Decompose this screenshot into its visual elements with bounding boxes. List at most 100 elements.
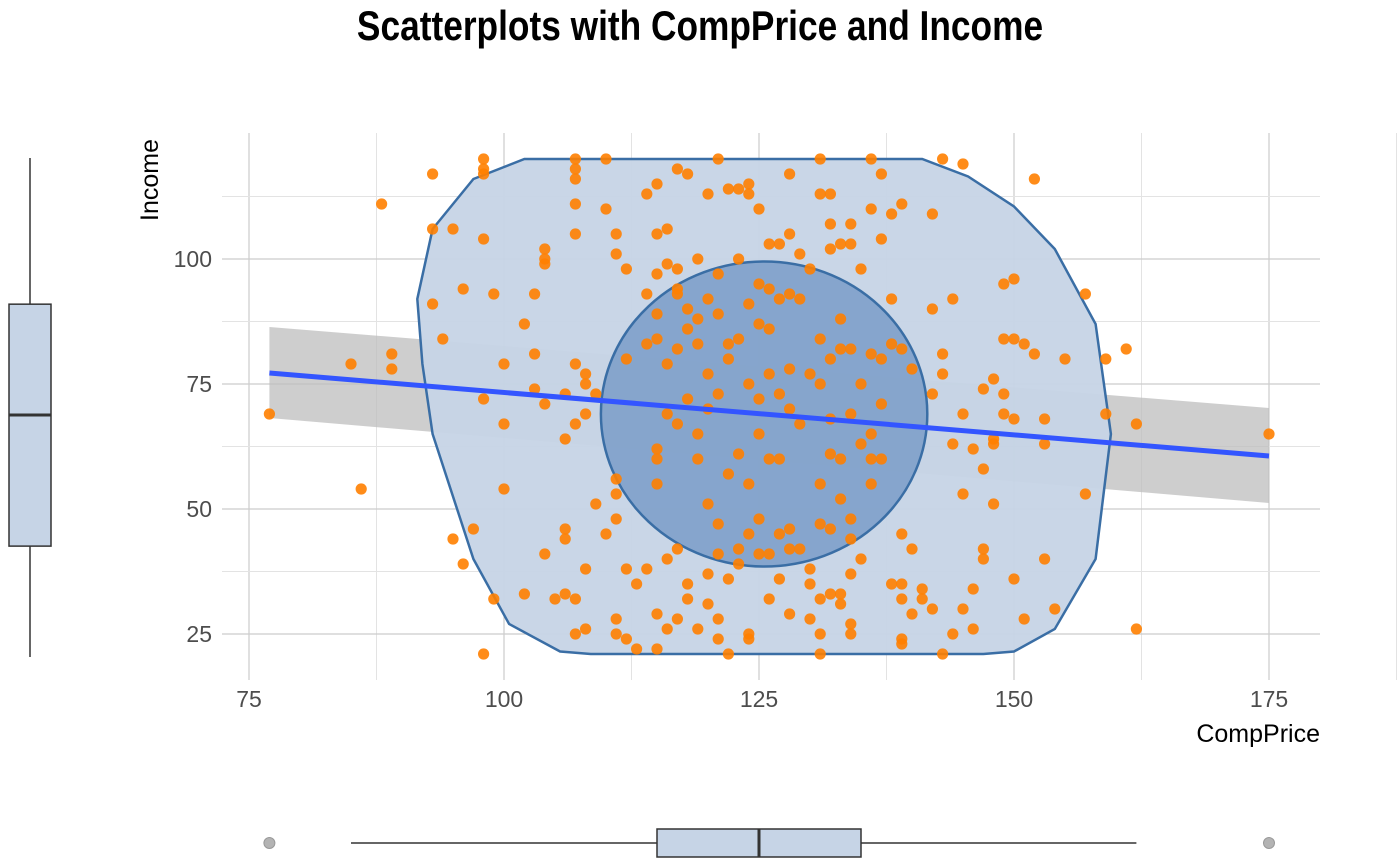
data-point [896,578,908,590]
data-point [896,593,908,605]
data-point [988,498,1000,510]
data-point [784,608,796,620]
data-point [712,633,724,645]
data-point [427,298,439,310]
data-point [529,288,541,300]
data-point [263,408,275,420]
data-point [610,513,622,525]
data-point [998,333,1010,345]
data-point [712,548,724,560]
data-point [651,608,663,620]
data-point [855,263,867,275]
data-point [988,438,1000,450]
data-point [457,283,469,295]
data-point [712,518,724,530]
data-point [427,223,439,235]
data-point [539,548,551,560]
data-point [865,153,877,165]
data-point [702,368,714,380]
data-point [865,203,877,215]
data-point [763,238,775,250]
data-point [661,623,673,635]
data-point [498,358,510,370]
data-point [988,373,1000,385]
data-point [702,188,714,200]
data-point [733,558,745,570]
data-point [539,398,551,410]
data-point [957,158,969,170]
data-point [906,543,918,555]
data-point [845,238,857,250]
data-point [1018,613,1030,625]
data-point [610,488,622,500]
data-point [784,168,796,180]
data-point [682,303,694,315]
data-point [773,388,786,400]
data-point [427,168,439,180]
data-point [692,313,704,325]
data-point [906,608,918,620]
data-point [590,498,602,510]
data-point [600,528,612,540]
data-point [896,198,908,210]
data-point [559,433,571,445]
data-point [998,388,1010,400]
data-point [569,173,582,185]
chart-title: Scatterplots with CompPrice and Income [356,2,1044,49]
data-point [1130,623,1142,635]
data-point [733,253,745,265]
data-point [977,553,990,565]
data-point [845,408,857,420]
data-point [886,578,898,590]
data-point [580,408,592,420]
regression-layer [269,370,1270,459]
data-point [600,153,612,165]
data-point [631,578,643,590]
data-point [743,298,755,310]
data-point [753,428,765,440]
data-point [845,568,857,580]
data-point [1028,348,1040,360]
data-point [835,238,847,250]
data-point [702,598,714,610]
data-point [722,648,735,660]
data-point [722,183,735,195]
data-point [977,463,990,475]
data-point [814,648,826,660]
data-point [345,358,357,370]
data-point [580,378,592,390]
data-point [1039,438,1051,450]
data-point [743,378,755,390]
data-point [580,368,592,380]
tick-label-layer: 75 100 125 150 175 25 50 75 100 [174,246,1289,712]
data-point [580,563,592,575]
data-point [702,568,714,580]
data-point [661,223,673,235]
y-tick-label: 100 [174,246,212,272]
data-point [814,333,826,345]
data-point [845,628,857,640]
data-point [814,478,826,490]
data-point [1008,333,1020,345]
data-point [957,408,969,420]
data-point [998,278,1010,290]
data-point [478,153,490,165]
data-point [743,188,755,200]
data-point [437,333,449,345]
data-point [447,223,459,235]
y-tick-label: 25 [186,621,212,647]
data-point [559,523,571,535]
y-box [8,303,52,547]
y-axis-label: Income [136,139,164,221]
data-point [1079,288,1091,300]
data-point [937,368,949,380]
data-point [641,288,653,300]
data-point [641,338,653,350]
data-point [784,288,796,300]
data-point [671,163,684,175]
data-point [1008,273,1020,285]
data-point [865,453,877,465]
data-point [682,593,694,605]
data-point [712,153,724,165]
data-point [855,378,867,390]
